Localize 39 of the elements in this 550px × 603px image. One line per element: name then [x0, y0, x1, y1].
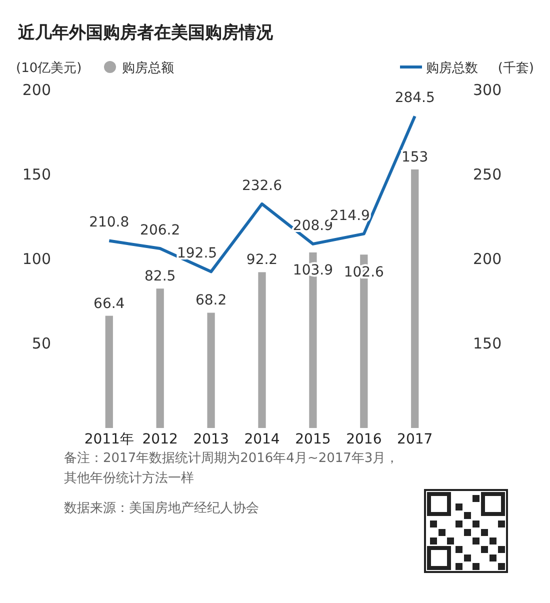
legend-label: 购房总数	[426, 60, 478, 76]
data-label: 210.8	[89, 214, 130, 231]
data-label: 102.6	[344, 264, 384, 281]
legend-label: 购房总额	[122, 60, 174, 76]
data-label: 82.5	[144, 268, 176, 285]
y2-tick-label: 300	[473, 80, 502, 99]
data-label: 232.6	[242, 178, 282, 194]
bar	[411, 169, 419, 428]
chart-title: 近几年外国购房者在美国购房情况	[17, 23, 274, 43]
x-tick-label: 2014	[244, 432, 280, 448]
data-label: 92.2	[246, 252, 278, 268]
x-tick-label: 2016	[346, 432, 382, 448]
y2-axis-title: (千套)	[498, 61, 534, 76]
y-axis-title: (10亿美元)	[16, 60, 82, 76]
data-label: 284.5	[394, 90, 435, 106]
y-tick-label: 50	[32, 334, 51, 352]
bar	[258, 272, 266, 428]
y-tick-label: 150	[22, 165, 51, 184]
text: 备注：2017年数据统计周期为2016年4月~2017年3月，其他年份统计方法一样	[64, 451, 399, 486]
y2-tick-label: 200	[473, 250, 502, 268]
x-tick-label: 2011年	[84, 432, 134, 448]
x-tick-label: 2015	[295, 432, 331, 448]
bar	[156, 288, 164, 428]
data-label: 153	[402, 149, 428, 166]
bar	[207, 312, 215, 428]
x-tick-label: 2013	[193, 432, 229, 448]
x-tick-label: 2012	[142, 432, 178, 448]
y2-tick-label: 250	[473, 165, 502, 184]
source-note: 数据来源：美国房地产经纪人协会	[64, 500, 259, 516]
y2-tick-label: 150	[473, 334, 502, 352]
data-label: 206.2	[140, 222, 180, 239]
data-label: 68.2	[195, 292, 227, 309]
y-tick-label: 200	[22, 80, 51, 99]
data-label: 103.9	[292, 262, 333, 278]
x-tick-label: 2017	[397, 432, 433, 448]
data-label: 66.4	[94, 296, 125, 312]
y-tick-label: 100	[22, 250, 51, 268]
data-label: 192.5	[177, 246, 218, 262]
bar	[105, 316, 113, 428]
